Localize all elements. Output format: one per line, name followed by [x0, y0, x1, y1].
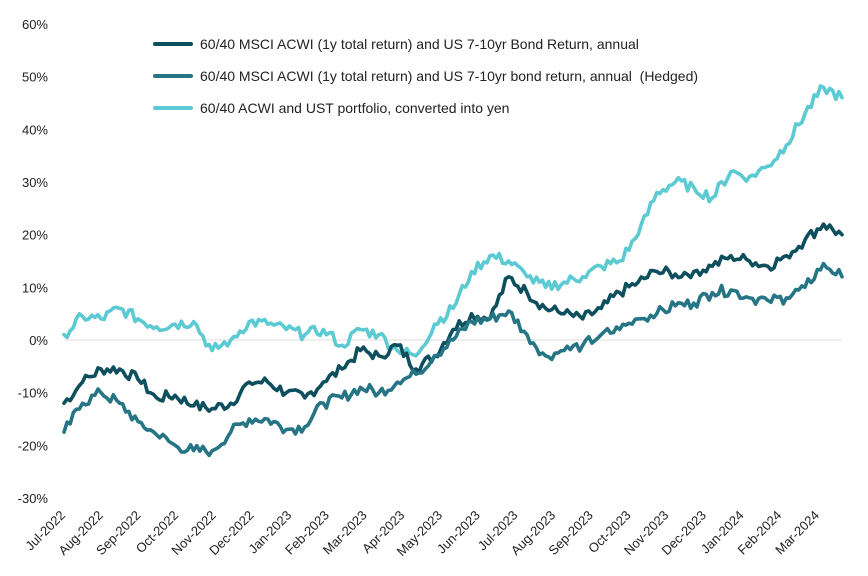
y-tick-label: 10% — [22, 280, 48, 295]
legend-entry-series-3: 60/40 ACWI and UST portfolio, converted … — [153, 100, 509, 116]
y-axis-ticks: -30% -20% -10% 0% 10% 20% 30% 40% 50% 60% — [18, 17, 49, 506]
y-tick-label: 20% — [22, 228, 48, 243]
y-tick-label: 30% — [22, 175, 48, 190]
y-tick-label: 40% — [22, 122, 48, 137]
y-tick-label: 50% — [22, 70, 48, 85]
legend-entry-series-2: 60/40 MSCI ACWI (1y total return) and US… — [153, 68, 698, 84]
series-line-2 — [62, 261, 844, 458]
legend-label-series-2: 60/40 MSCI ACWI (1y total return) and US… — [200, 68, 698, 84]
series-line-1 — [62, 222, 844, 413]
x-axis-ticks: Jul-2022Aug-2022Sep-2022Oct-2022Nov-2022… — [22, 508, 822, 559]
y-tick-label: -30% — [18, 491, 49, 506]
y-tick-label: 60% — [22, 17, 48, 32]
y-tick-label: -20% — [18, 438, 49, 453]
series-line-3 — [62, 84, 844, 358]
y-tick-label: 0% — [29, 333, 48, 348]
y-tick-label: -10% — [18, 386, 49, 401]
legend-label-series-3: 60/40 ACWI and UST portfolio, converted … — [200, 100, 509, 116]
series-layer — [62, 84, 844, 458]
legend: 60/40 MSCI ACWI (1y total return) and US… — [153, 36, 698, 116]
legend-label-series-1: 60/40 MSCI ACWI (1y total return) and US… — [200, 36, 639, 52]
legend-entry-series-1: 60/40 MSCI ACWI (1y total return) and US… — [153, 36, 639, 52]
